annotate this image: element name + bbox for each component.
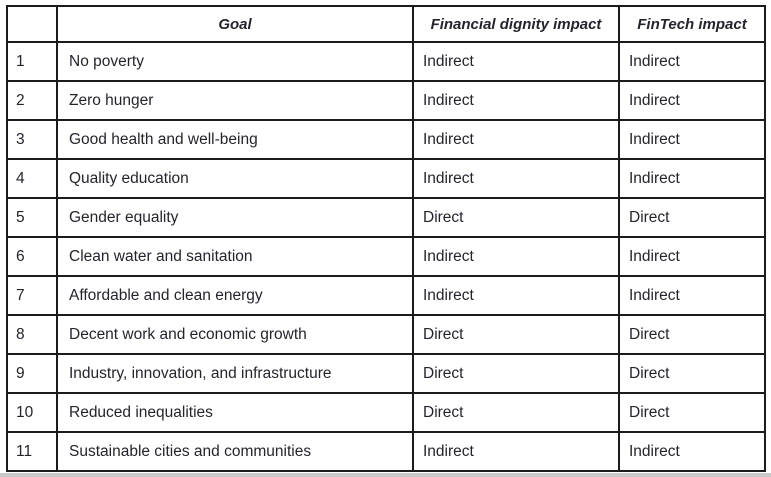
table-row: 7 Affordable and clean energy Indirect I… <box>6 275 766 316</box>
fintech-impact-cell: Direct <box>618 314 766 355</box>
financial-dignity-impact-cell: Direct <box>412 314 620 355</box>
header-goal: Goal <box>56 5 414 43</box>
financial-dignity-impact-cell: Indirect <box>412 158 620 199</box>
row-number: 6 <box>6 236 58 277</box>
financial-dignity-impact-cell: Indirect <box>412 275 620 316</box>
fintech-impact-cell: Direct <box>618 353 766 394</box>
goal-cell: Reduced inequalities <box>56 392 414 433</box>
table-row: 4 Quality education Indirect Indirect <box>6 158 766 199</box>
table-row: 11 Sustainable cities and communities In… <box>6 431 766 472</box>
table-row: 5 Gender equality Direct Direct <box>6 197 766 238</box>
table-row: 6 Clean water and sanitation Indirect In… <box>6 236 766 277</box>
row-number: 1 <box>6 41 58 82</box>
row-number: 10 <box>6 392 58 433</box>
fintech-impact-cell: Direct <box>618 197 766 238</box>
fintech-impact-cell: Indirect <box>618 275 766 316</box>
fintech-impact-cell: Indirect <box>618 431 766 472</box>
financial-dignity-impact-cell: Indirect <box>412 119 620 160</box>
fintech-impact-cell: Indirect <box>618 41 766 82</box>
row-number: 3 <box>6 119 58 160</box>
goal-cell: Zero hunger <box>56 80 414 121</box>
financial-dignity-impact-cell: Direct <box>412 353 620 394</box>
header-index <box>6 5 58 43</box>
table-row: 8 Decent work and economic growth Direct… <box>6 314 766 355</box>
table-row: 2 Zero hunger Indirect Indirect <box>6 80 766 121</box>
fintech-impact-cell: Direct <box>618 392 766 433</box>
financial-dignity-impact-cell: Indirect <box>412 41 620 82</box>
sdg-impact-table: Goal Financial dignity impact FinTech im… <box>6 5 766 472</box>
goal-cell: Good health and well-being <box>56 119 414 160</box>
row-number: 2 <box>6 80 58 121</box>
fintech-impact-cell: Indirect <box>618 158 766 199</box>
table-row: 9 Industry, innovation, and infrastructu… <box>6 353 766 394</box>
goal-cell: Affordable and clean energy <box>56 275 414 316</box>
fintech-impact-cell: Indirect <box>618 236 766 277</box>
row-number: 9 <box>6 353 58 394</box>
header-row: Goal Financial dignity impact FinTech im… <box>6 5 766 43</box>
row-number: 11 <box>6 431 58 472</box>
page-edge-shadow <box>0 473 771 477</box>
fintech-impact-cell: Indirect <box>618 119 766 160</box>
goal-cell: No poverty <box>56 41 414 82</box>
financial-dignity-impact-cell: Indirect <box>412 236 620 277</box>
row-number: 4 <box>6 158 58 199</box>
fintech-impact-cell: Indirect <box>618 80 766 121</box>
row-number: 5 <box>6 197 58 238</box>
goal-cell: Clean water and sanitation <box>56 236 414 277</box>
goal-cell: Industry, innovation, and infrastructure <box>56 353 414 394</box>
financial-dignity-impact-cell: Indirect <box>412 80 620 121</box>
header-financial-dignity-impact: Financial dignity impact <box>412 5 620 43</box>
goal-cell: Sustainable cities and communities <box>56 431 414 472</box>
goal-cell: Quality education <box>56 158 414 199</box>
row-number: 8 <box>6 314 58 355</box>
financial-dignity-impact-cell: Direct <box>412 197 620 238</box>
financial-dignity-impact-cell: Indirect <box>412 431 620 472</box>
goal-cell: Decent work and economic growth <box>56 314 414 355</box>
financial-dignity-impact-cell: Direct <box>412 392 620 433</box>
goal-cell: Gender equality <box>56 197 414 238</box>
table-row: 1 No poverty Indirect Indirect <box>6 41 766 82</box>
row-number: 7 <box>6 275 58 316</box>
table-row: 3 Good health and well-being Indirect In… <box>6 119 766 160</box>
table-row: 10 Reduced inequalities Direct Direct <box>6 392 766 433</box>
header-fintech-impact: FinTech impact <box>618 5 766 43</box>
